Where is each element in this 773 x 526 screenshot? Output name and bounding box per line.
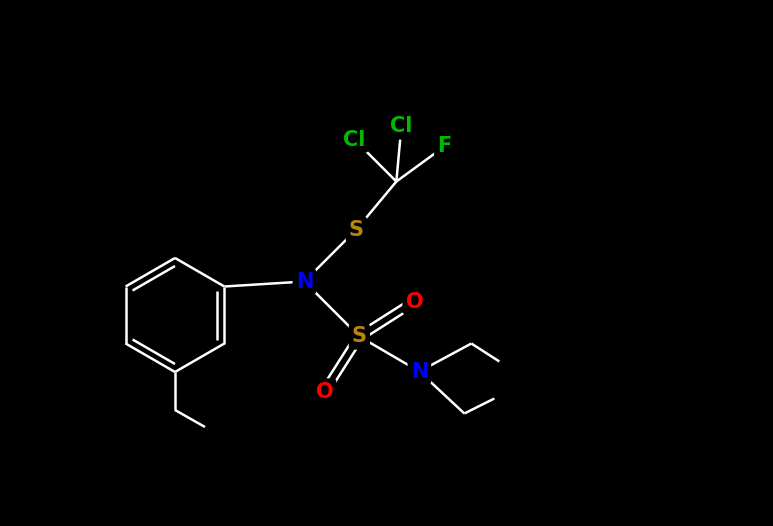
Text: O: O xyxy=(406,291,423,311)
Text: O: O xyxy=(315,381,333,401)
Text: S: S xyxy=(352,327,367,347)
Text: Cl: Cl xyxy=(390,116,413,137)
Text: Cl: Cl xyxy=(343,129,366,149)
Text: N: N xyxy=(410,361,428,381)
Text: N: N xyxy=(296,271,313,291)
Text: F: F xyxy=(438,137,451,157)
Text: S: S xyxy=(349,219,364,239)
